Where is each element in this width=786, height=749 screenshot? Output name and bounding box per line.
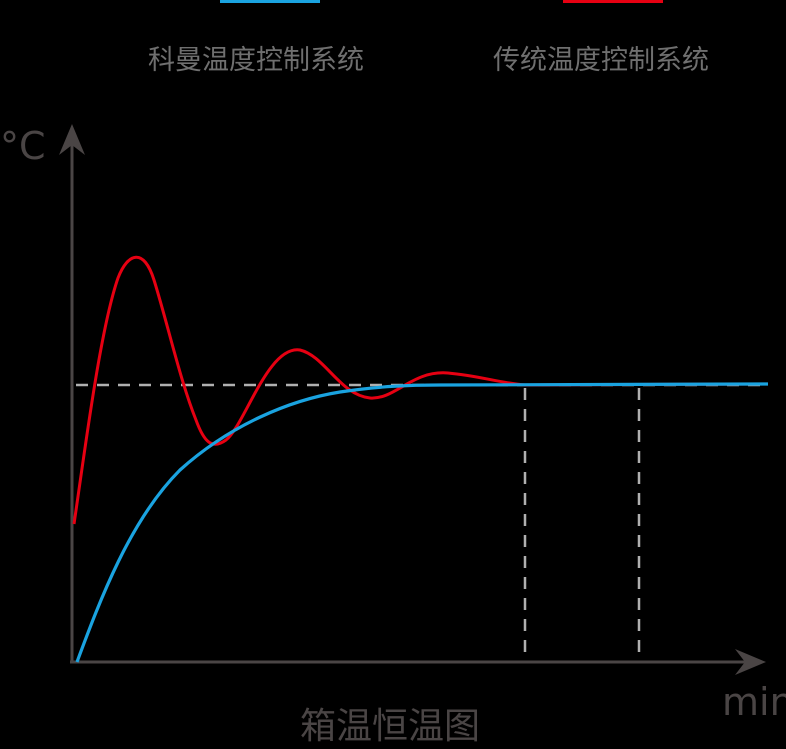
y-axis-arrow-icon: [59, 124, 85, 155]
legend-swatch-keman: [220, 0, 320, 3]
chart-title: 箱温恒温图: [300, 706, 481, 747]
x-axis-arrow-icon: [735, 649, 766, 675]
legend-swatch-traditional: [563, 0, 663, 3]
legend-label-traditional: 传统温度控制系统: [493, 45, 709, 76]
traditional-curve: [72, 255, 769, 525]
legend-label-keman: 科曼温度控制系统: [148, 45, 364, 76]
x-axis-unit: min: [722, 680, 786, 724]
y-axis-unit: °C: [0, 124, 46, 168]
keman-curve: [75, 382, 769, 663]
